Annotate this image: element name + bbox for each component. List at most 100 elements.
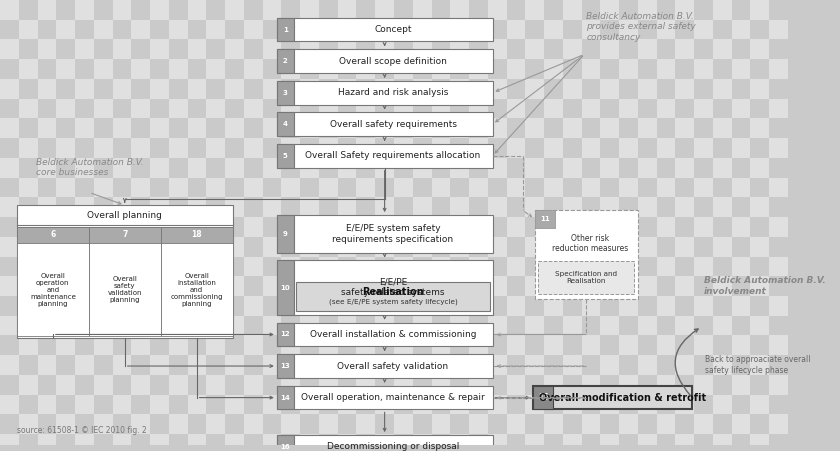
Bar [488,217,507,237]
Bar [338,59,356,79]
Bar [563,375,581,395]
Bar [207,217,225,237]
Bar [225,395,244,414]
Bar [131,336,150,355]
Bar [525,296,544,316]
Bar [563,355,581,375]
Bar [225,355,244,375]
Bar [769,237,788,257]
Bar [788,79,806,99]
Bar [750,395,769,414]
Bar [412,276,432,296]
Bar [300,59,319,79]
Bar [356,434,375,451]
Bar [319,237,338,257]
Text: 15: 15 [538,393,549,402]
Bar [263,276,281,296]
Bar [94,198,113,217]
Bar [657,276,675,296]
Bar [56,40,75,59]
Bar [276,435,294,451]
Bar [375,138,394,158]
Bar [581,119,601,138]
Bar [394,20,412,40]
Text: 1: 1 [283,27,287,32]
Bar [638,336,657,355]
Bar [525,257,544,276]
Bar [244,20,263,40]
Bar [525,178,544,198]
Bar [601,198,619,217]
Bar [38,198,56,217]
Bar [694,138,713,158]
Bar [638,198,657,217]
Bar [18,178,38,198]
Bar [319,138,338,158]
Bar [113,79,131,99]
Bar [0,59,18,79]
Bar [0,158,18,178]
Bar [788,59,806,79]
Bar [544,276,563,296]
Bar [276,386,492,410]
Text: (see E/E/PE system safety lifecycle): (see E/E/PE system safety lifecycle) [328,299,458,305]
Bar [300,198,319,217]
Bar [187,0,207,20]
Bar [225,158,244,178]
Bar [619,395,638,414]
Bar [581,257,601,276]
Bar [488,316,507,336]
Bar [225,0,244,20]
Bar [638,138,657,158]
Bar [263,158,281,178]
Bar [244,355,263,375]
Bar [544,375,563,395]
Bar [713,0,732,20]
Bar [581,178,601,198]
Bar [244,40,263,59]
Bar [225,434,244,451]
Bar [469,0,488,20]
Bar [169,0,187,20]
Bar [338,138,356,158]
Bar [131,355,150,375]
Bar [432,198,450,217]
Bar [432,237,450,257]
Bar [169,20,187,40]
Bar [244,119,263,138]
Bar [450,79,469,99]
Bar [187,276,207,296]
Bar [244,414,263,434]
Bar [225,79,244,99]
Bar [18,138,38,158]
Bar [113,434,131,451]
Bar [563,276,581,296]
Bar [450,0,469,20]
Bar [694,59,713,79]
Bar [750,316,769,336]
Bar [450,158,469,178]
Bar [38,257,56,276]
Bar [394,434,412,451]
Bar [544,316,563,336]
Bar [375,237,394,257]
Bar [0,434,18,451]
Bar [187,375,207,395]
Bar [694,395,713,414]
Bar [563,119,581,138]
Bar [601,336,619,355]
Bar [300,99,319,119]
Text: 18: 18 [192,230,202,239]
Bar [638,316,657,336]
Bar [56,375,75,395]
Bar [131,40,150,59]
Bar [187,296,207,316]
Bar [319,316,338,336]
Bar [769,99,788,119]
Bar [207,59,225,79]
Bar [276,144,294,168]
Bar [469,276,488,296]
Bar [38,414,56,434]
Bar [375,257,394,276]
Bar [113,257,131,276]
